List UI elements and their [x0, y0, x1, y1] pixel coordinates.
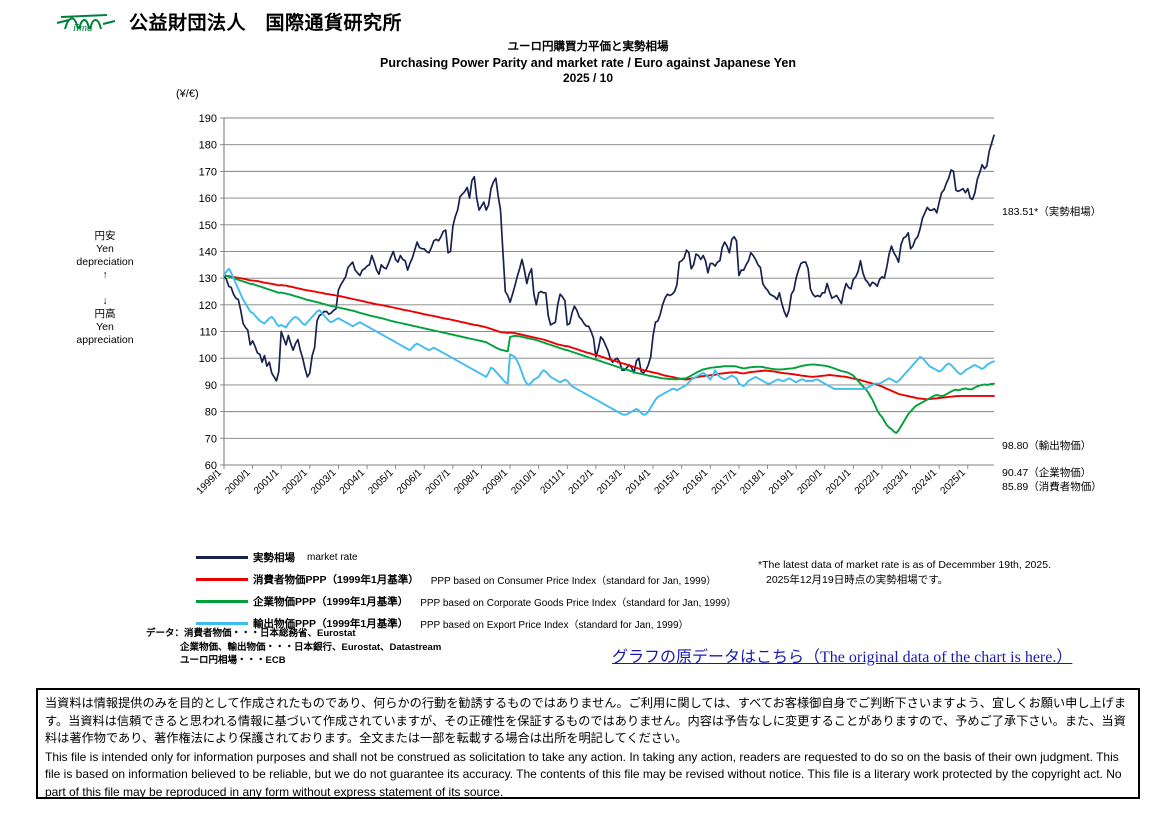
arrow-down-icon: ↓	[102, 295, 108, 307]
svg-text:2021/1: 2021/1	[824, 467, 854, 497]
legend-color-swatch	[196, 577, 248, 581]
svg-text:2007/1: 2007/1	[424, 467, 454, 497]
svg-text:2000/1: 2000/1	[223, 467, 253, 497]
legend-label-en: PPP based on Consumer Price Index（standa…	[430, 575, 717, 587]
yen-appreciation-jp: 円高	[94, 308, 116, 320]
legend-label-en: PPP based on Export Price Index（standard…	[420, 619, 689, 631]
legend-label-en: PPP based on Corporate Goods Price Index…	[420, 597, 737, 609]
yen-appreciation-en-2: appreciation	[76, 334, 134, 346]
legend-color-swatch	[196, 555, 248, 559]
svg-text:150: 150	[199, 220, 217, 232]
svg-text:110: 110	[199, 327, 217, 339]
svg-text:2019/1: 2019/1	[767, 467, 797, 497]
source-line-3: ユーロ円相場・・・ECB	[180, 655, 286, 666]
svg-text:2005/1: 2005/1	[366, 467, 396, 497]
y-axis-unit-label: (¥/€)	[176, 88, 199, 100]
yen-direction-annotation: 円安 Yen depreciation ↑ ↓ 円高 Yen appreciat…	[62, 230, 148, 347]
svg-text:2011/1: 2011/1	[539, 467, 568, 496]
svg-text:2020/1: 2020/1	[795, 467, 825, 497]
svg-text:70: 70	[205, 433, 217, 445]
svg-text:160: 160	[199, 193, 217, 205]
chart-title-japanese: ユーロ円購買力平価と実勢相場	[507, 41, 669, 53]
svg-text:60: 60	[205, 460, 217, 472]
legend-label-jp: 企業物価PPP（1999年1月基準）	[253, 595, 409, 608]
svg-text:2014/1: 2014/1	[624, 467, 654, 497]
yen-appreciation-en-1: Yen	[96, 321, 114, 333]
svg-text:2016/1: 2016/1	[681, 467, 711, 497]
plot-area: 60 70 80 90 100 110 120 130 140 150 160 170 180 190 19…	[180, 110, 995, 497]
svg-text:120: 120	[199, 300, 217, 312]
legend-label-en: market rate	[307, 551, 358, 563]
yen-depreciation-en-1: Yen	[96, 243, 114, 255]
line-chart-svg: 6070809010011012013014015016017018019019…	[195, 113, 995, 497]
svg-text:2010/1: 2010/1	[509, 467, 539, 497]
svg-text:iima: iima	[73, 22, 93, 34]
svg-text:80: 80	[205, 407, 217, 419]
disclaimer-japanese: 当資料は情報提供のみを目的として作成されたものであり、何らかの行動を勧誘するもの…	[45, 696, 1127, 745]
legend-label-jp: 実勢相場	[253, 551, 295, 564]
end-label-market-rate: 183.51*（実勢相場）	[1002, 206, 1102, 219]
svg-text:2001/1: 2001/1	[252, 467, 282, 497]
svg-text:2023/1: 2023/1	[881, 467, 911, 497]
page-header: iima 公益財団法人 国際通貨研究所	[55, 8, 402, 35]
svg-text:2003/1: 2003/1	[309, 467, 339, 497]
yen-depreciation-en-2: depreciation	[76, 256, 134, 268]
legend-item-2: 企業物価PPP（1999年1月基準） PPP based on Corporate…	[196, 590, 736, 612]
svg-text:2022/1: 2022/1	[853, 467, 883, 497]
annotation-spacer	[62, 282, 148, 295]
legend-item-3: 輸出物価PPP（1999年1月基準） PPP based on Export Pr…	[196, 612, 736, 634]
end-label-export-ppp: 98.80（輸出物価）	[1002, 440, 1092, 453]
svg-text:2012/1: 2012/1	[567, 467, 597, 497]
iima-logo-icon: iima	[56, 13, 116, 34]
chart-legend: 実勢相場 market rate 消費者物価PPP（1999年1月基準） PPP ba…	[196, 546, 736, 634]
end-label-consumer-ppp: 85.89（消費者物価）	[1002, 480, 1102, 493]
legend-item-0: 実勢相場 market rate	[196, 546, 736, 568]
legend-label-jp: 消費者物価PPP（1999年1月基準）	[253, 573, 419, 586]
yen-depreciation-jp: 円安	[94, 230, 116, 242]
svg-text:2025/1: 2025/1	[938, 467, 968, 497]
original-data-link[interactable]: グラフの原データはこちら（The original data of the ch…	[612, 649, 1073, 666]
svg-text:2017/1: 2017/1	[710, 467, 740, 497]
legend-item-1: 消費者物価PPP（1999年1月基準） PPP based on Consumer…	[196, 568, 736, 590]
svg-text:2008/1: 2008/1	[452, 467, 482, 497]
svg-text:130: 130	[199, 273, 217, 285]
chart-title-block: ユーロ円購買力平価と実勢相場 Purchasing Power Parity a…	[0, 40, 1176, 86]
end-label-corporate-ppp: 90.47（企業物価）	[1002, 466, 1092, 479]
chart-title-date: 2025 / 10	[562, 71, 614, 85]
legend-color-swatch	[196, 599, 248, 603]
arrow-up-icon: ↑	[102, 269, 108, 281]
svg-text:2002/1: 2002/1	[281, 467, 311, 497]
svg-text:100: 100	[199, 353, 217, 365]
disclaimer-english: This file is intended only for informati…	[45, 749, 1122, 799]
svg-text:90: 90	[205, 380, 217, 392]
legend-color-swatch	[196, 621, 248, 625]
svg-text:2004/1: 2004/1	[338, 467, 368, 497]
svg-text:2013/1: 2013/1	[595, 467, 625, 497]
market-rate-note: *The latest data of market rate is as of…	[758, 558, 1051, 588]
source-line-1: データ：消費者物価・・・日本総務省、Eurostat	[146, 628, 356, 639]
svg-text:2009/1: 2009/1	[481, 467, 511, 497]
note-line-jp: 2025年12月19日時点の実勢相場です。	[766, 574, 949, 586]
svg-text:2024/1: 2024/1	[910, 467, 940, 497]
data-sources: データ：消費者物価・・・日本総務省、Eurostat 企業物価、輸出物価・・・日…	[146, 627, 441, 668]
note-line-en: *The latest data of market rate is as of…	[758, 559, 1051, 571]
chart-container: (¥/€) 円安 Yen depreciation ↑ ↓ 円高 Yen app…	[0, 88, 1176, 508]
svg-text:190: 190	[199, 113, 217, 125]
legend-label-jp: 輸出物価PPP（1999年1月基準）	[253, 617, 409, 630]
svg-text:2018/1: 2018/1	[738, 467, 768, 497]
svg-text:2006/1: 2006/1	[395, 467, 425, 497]
chart-title-english: Purchasing Power Parity and market rate …	[380, 56, 796, 70]
svg-text:170: 170	[199, 166, 217, 178]
svg-text:2015/1: 2015/1	[652, 467, 682, 497]
disclaimer-box: 当資料は情報提供のみを目的として作成されたものであり、何らかの行動を勧誘するもの…	[36, 688, 1140, 799]
organization-name: 公益財団法人 国際通貨研究所	[129, 13, 403, 34]
svg-text:180: 180	[199, 140, 217, 152]
source-line-2: 企業物価、輸出物価・・・日本銀行、Eurostat、Datastream	[180, 641, 442, 653]
svg-text:140: 140	[199, 246, 217, 258]
